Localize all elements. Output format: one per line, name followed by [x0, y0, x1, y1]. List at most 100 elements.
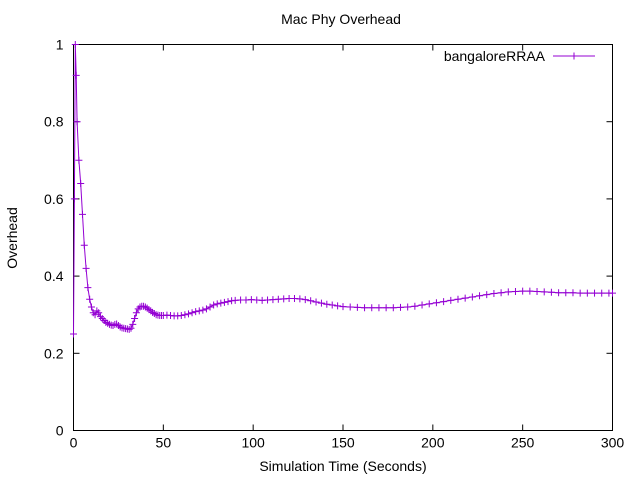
data-point	[346, 303, 354, 311]
data-point	[447, 296, 455, 304]
data-point	[132, 309, 140, 317]
data-point	[184, 310, 192, 318]
x-tick-label: 150	[331, 435, 355, 451]
x-tick-label: 200	[421, 435, 445, 451]
data-point	[188, 309, 196, 317]
data-point	[432, 299, 440, 307]
data-point	[150, 310, 158, 318]
y-tick-label: 0.8	[44, 114, 64, 130]
x-tick-label: 0	[70, 435, 78, 451]
data-point	[202, 305, 210, 313]
data-point	[149, 308, 157, 316]
data-point	[533, 288, 541, 296]
data-point	[84, 284, 92, 292]
data-point	[82, 264, 90, 272]
data-point	[71, 41, 79, 48]
data-point	[425, 300, 433, 308]
data-point	[591, 289, 599, 297]
data-point	[307, 297, 315, 305]
data-point	[323, 300, 331, 308]
data-point	[328, 301, 336, 309]
data-point	[125, 325, 133, 333]
data-point	[461, 294, 469, 302]
data-point	[411, 302, 419, 310]
data-point	[181, 311, 189, 319]
x-axis: 0 50 100 150 200 250 300	[70, 44, 625, 451]
data-point	[199, 306, 207, 314]
x-tick-label: 250	[511, 435, 535, 451]
data-point	[104, 319, 112, 327]
data-point	[141, 303, 149, 311]
x-tick-label: 50	[156, 435, 172, 451]
data-point	[72, 71, 80, 79]
data-point	[213, 300, 221, 308]
data-point	[113, 320, 121, 328]
data-point	[312, 298, 320, 306]
y-tick-label: 0.6	[44, 191, 64, 207]
data-point	[440, 298, 448, 306]
legend-label: bangaloreRRAA	[444, 48, 546, 64]
data-point	[504, 288, 512, 296]
data-point	[490, 289, 498, 297]
data-point	[317, 299, 325, 307]
data-point	[569, 289, 577, 297]
data-point	[497, 289, 505, 297]
series-layer	[70, 41, 616, 338]
data-point	[375, 304, 383, 312]
data-point	[102, 318, 110, 326]
data-point	[334, 302, 342, 310]
data-point	[418, 301, 426, 309]
data-point	[78, 210, 86, 218]
data-point	[143, 304, 151, 312]
data-point	[195, 307, 203, 315]
data-point	[87, 303, 95, 311]
legend-marker	[570, 52, 578, 60]
data-point	[217, 299, 225, 307]
data-point	[77, 179, 85, 187]
data-point	[95, 309, 103, 317]
data-point	[361, 304, 369, 312]
data-point	[483, 291, 491, 299]
legend: bangaloreRRAA	[444, 48, 595, 64]
data-point	[296, 295, 304, 303]
data-point	[129, 320, 137, 328]
data-point	[73, 118, 81, 126]
data-point	[519, 287, 527, 295]
y-tick-label: 0.4	[44, 268, 64, 284]
series-markers	[70, 41, 616, 338]
data-point	[562, 289, 570, 297]
data-point	[220, 298, 228, 306]
data-point	[80, 241, 88, 249]
data-point	[609, 289, 616, 297]
data-point	[468, 293, 476, 301]
data-point	[210, 301, 218, 309]
data-point	[598, 289, 606, 297]
data-point	[389, 304, 397, 312]
x-tick-label: 300	[601, 435, 625, 451]
x-axis-label: Simulation Time (Seconds)	[259, 458, 426, 474]
x-tick-label: 100	[241, 435, 265, 451]
data-point	[353, 303, 361, 311]
data-point	[339, 303, 347, 311]
data-point	[127, 324, 135, 332]
data-point	[140, 302, 148, 310]
y-tick-label: 0.2	[44, 345, 64, 361]
data-point	[86, 295, 94, 303]
data-point	[526, 287, 534, 295]
data-point	[576, 289, 584, 297]
data-point	[547, 288, 555, 296]
data-point	[177, 311, 185, 319]
data-point	[147, 307, 155, 315]
data-point	[583, 289, 591, 297]
chart-title: Mac Phy Overhead	[281, 11, 401, 27]
data-point	[540, 288, 548, 296]
data-point	[511, 288, 519, 296]
data-point	[131, 315, 139, 323]
data-point	[91, 311, 99, 319]
data-point	[192, 308, 200, 316]
data-point	[116, 323, 124, 331]
legend-marker-plus	[570, 52, 578, 60]
y-axis-label: Overhead	[4, 207, 20, 268]
